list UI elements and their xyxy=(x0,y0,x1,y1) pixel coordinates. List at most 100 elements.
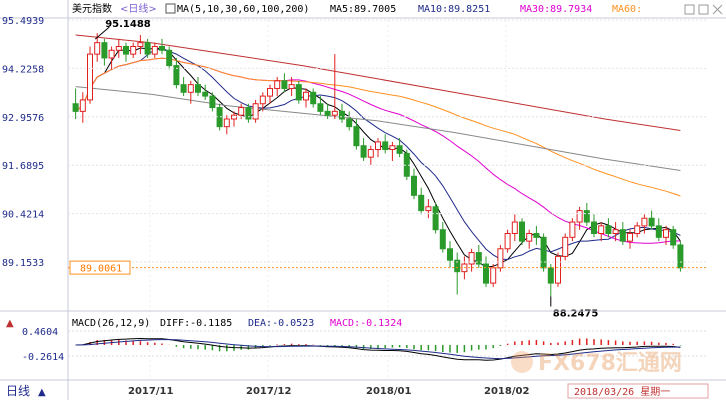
x-tick-3: 2018/02 xyxy=(484,386,529,397)
y-tick-1: 94.2258 xyxy=(2,64,44,75)
candle xyxy=(331,54,338,120)
candle xyxy=(562,233,569,261)
candle xyxy=(504,229,511,253)
close-icon[interactable] xyxy=(712,4,723,15)
candle xyxy=(209,92,216,112)
ma5-value: MA5:89.7005 xyxy=(330,4,396,15)
candle xyxy=(317,96,324,116)
ma10-line xyxy=(75,48,681,261)
chart-title: 美元指数 xyxy=(72,2,112,15)
candle xyxy=(324,103,331,120)
candle xyxy=(173,57,180,89)
candle xyxy=(137,35,144,55)
date-label: 2018/03/26 星期一 xyxy=(574,386,670,398)
candle xyxy=(655,218,662,242)
x-tick-2: 2018/01 xyxy=(366,386,411,397)
candle xyxy=(411,168,417,200)
candle xyxy=(396,138,403,158)
candle xyxy=(130,42,137,58)
watermark-text: FX678汇通网 xyxy=(538,351,682,376)
candle xyxy=(87,46,93,104)
candle xyxy=(252,99,259,123)
candle xyxy=(281,73,288,93)
macd-diff-line xyxy=(75,337,681,361)
candle xyxy=(648,210,655,230)
candle xyxy=(288,77,295,97)
watermark-logo-icon xyxy=(511,351,533,373)
candle xyxy=(619,222,626,245)
candle xyxy=(439,222,446,253)
candles xyxy=(72,33,684,297)
candle xyxy=(540,233,547,272)
candle xyxy=(274,77,281,97)
x-axis: 2017/11 2017/12 2018/01 2018/02 xyxy=(128,386,529,397)
macd-dea: DEA:-0.0523 xyxy=(248,318,314,329)
candle xyxy=(475,244,482,268)
candle xyxy=(382,134,389,154)
candle xyxy=(591,214,597,238)
macd-label: MACD(26,12,9) xyxy=(72,318,150,329)
candle xyxy=(101,38,108,66)
candle xyxy=(663,225,669,245)
maximize-icon[interactable] xyxy=(698,4,709,15)
candle xyxy=(425,199,432,219)
macd-dea-line xyxy=(75,339,681,360)
ma100-line xyxy=(75,86,681,171)
x-tick-1: 2017/12 xyxy=(246,386,291,397)
candle xyxy=(454,252,461,295)
y-tick-4: 90.4214 xyxy=(2,210,44,221)
candle xyxy=(346,111,353,131)
candle xyxy=(353,119,360,150)
macd-menu-icon[interactable]: ▲ xyxy=(6,318,14,329)
candle xyxy=(576,206,583,230)
low-annotation: 88.2475 xyxy=(550,296,599,319)
y-tick-2: 92.9576 xyxy=(2,113,44,124)
candle xyxy=(72,88,79,120)
period-tab[interactable]: 日线 xyxy=(6,384,30,398)
macd-ytick-0: 0.4604 xyxy=(22,327,58,338)
settings-icon[interactable] xyxy=(165,3,176,14)
current-price-box xyxy=(69,260,131,275)
candle xyxy=(360,138,367,161)
candle xyxy=(195,77,201,97)
minimize-icon[interactable] xyxy=(684,4,695,15)
candle xyxy=(295,80,302,104)
candle xyxy=(418,187,425,215)
chart-legend: 美元指数 <日线> MA(5,10,30,60,100,200) MA5:89.… xyxy=(72,2,642,15)
candle xyxy=(166,46,173,70)
window-controls xyxy=(684,4,723,15)
low-label: 88.2475 xyxy=(553,308,599,319)
candle xyxy=(115,38,122,58)
candle xyxy=(670,225,677,249)
ma5-line xyxy=(75,47,681,268)
candle xyxy=(677,241,684,272)
period-label: <日线> xyxy=(120,2,157,15)
candle xyxy=(612,222,619,242)
candle xyxy=(123,42,129,62)
y-axis: 95.4939 94.2258 92.9576 91.6895 90.4214 89.15… xyxy=(2,16,706,269)
macd-diff: DIFF:-0.1185 xyxy=(160,318,232,329)
candle xyxy=(526,229,533,249)
candle xyxy=(245,103,252,123)
y-tick-5: 89.1533 xyxy=(2,258,44,269)
candle xyxy=(555,252,561,287)
candle xyxy=(627,229,633,249)
macd-value: MACD:-0.1324 xyxy=(330,318,402,329)
candle xyxy=(447,241,453,268)
candle xyxy=(468,248,475,272)
candle xyxy=(339,103,345,123)
candle xyxy=(569,218,576,242)
candle xyxy=(267,84,273,104)
candle xyxy=(483,256,489,287)
candle xyxy=(583,202,590,226)
candle xyxy=(432,202,439,234)
candle xyxy=(180,77,187,97)
period-arrow-icon[interactable]: ▲ xyxy=(38,387,46,398)
current-price-label: 89.0061 xyxy=(80,264,122,275)
candle xyxy=(389,141,396,161)
y-tick-3: 91.6895 xyxy=(2,161,44,172)
candle xyxy=(187,80,194,104)
candle xyxy=(375,138,381,158)
